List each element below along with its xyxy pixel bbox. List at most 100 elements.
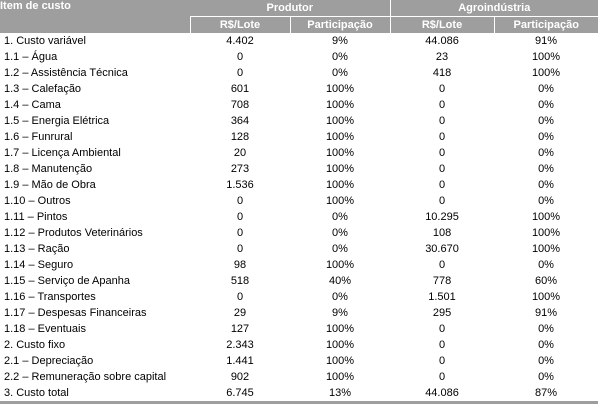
item-cell: 1.13 – Ração bbox=[4, 243, 70, 255]
produtor-rs-lote-cell: 364 bbox=[230, 115, 250, 127]
item-cell: 1.16 – Transportes bbox=[4, 291, 96, 303]
produtor-rs-lote-cell: 0 bbox=[236, 51, 244, 63]
produtor-rs-lote-cell: 0 bbox=[236, 211, 244, 223]
table-body: 1. Custo variável 4.402 9% 44.086 91% 1.1 – Á… bbox=[0, 33, 599, 404]
item-cell: 1.11 – Pintos bbox=[4, 211, 68, 223]
agroindustria-participacao-cell: 100% bbox=[531, 211, 561, 223]
produtor-participacao-cell: 100% bbox=[325, 339, 355, 351]
produtor-rs-lote-cell: 127 bbox=[230, 323, 250, 335]
table-row: 2.1 – Depreciação 1.441 100% 0 0% bbox=[0, 353, 598, 369]
agroindustria-participacao-header: Participação bbox=[493, 16, 599, 33]
item-cell: 2. Custo fixo bbox=[4, 339, 66, 351]
agroindustria-participacao-cell: 0% bbox=[538, 131, 554, 143]
produtor-rs-lote-cell: 1.441 bbox=[226, 355, 254, 367]
agroindustria-rs-lote-header: R$/Lote bbox=[389, 16, 495, 33]
table-row: 1.13 – Ração 0 0% 30.670 100% bbox=[0, 241, 598, 257]
agroindustria-rs-lote-cell: 23 bbox=[435, 51, 449, 63]
table-row: 1.6 – Funrural 128 100% 0 0% bbox=[0, 129, 598, 145]
item-cell: 1.1 – Água bbox=[4, 51, 58, 63]
item-cell: 1.4 – Cama bbox=[4, 99, 61, 111]
produtor-rs-lote-cell: 98 bbox=[233, 259, 247, 271]
item-cell: 1.18 – Eventuais bbox=[4, 323, 86, 335]
produtor-rs-lote-cell: 902 bbox=[230, 371, 250, 383]
table-row: 1.2 – Assistência Técnica 0 0% 418 100% bbox=[0, 65, 598, 81]
agroindustria-rs-lote-cell: 0 bbox=[438, 371, 446, 383]
produtor-rs-lote-cell: 4.402 bbox=[226, 35, 254, 47]
produtor-participacao-cell: 0% bbox=[332, 211, 348, 223]
cost-table: Item de custo Produtor Agroindústria R$/… bbox=[0, 0, 599, 404]
produtor-rs-lote-cell: 601 bbox=[230, 83, 250, 95]
agroindustria-participacao-cell: 87% bbox=[494, 385, 599, 404]
item-cell: 1.12 – Produtos Veterinários bbox=[4, 227, 143, 239]
produtor-rs-lote-cell: 708 bbox=[230, 99, 250, 111]
agroindustria-participacao-cell: 0% bbox=[538, 195, 554, 207]
agroindustria-participacao-cell: 100% bbox=[531, 51, 561, 63]
produtor-rs-lote-cell: 20 bbox=[233, 147, 247, 159]
item-cell: 1. Custo variável bbox=[4, 35, 86, 47]
produtor-rs-lote-cell: 6.745 bbox=[190, 385, 290, 404]
item-cell: 1.2 – Assistência Técnica bbox=[4, 67, 128, 79]
item-cell: 3. Custo total bbox=[0, 385, 190, 404]
table-row: 2.2 – Remuneração sobre capital 902 100% 0 0… bbox=[0, 369, 598, 385]
table-row: 1.1 – Água 0 0% 23 100% bbox=[0, 49, 598, 65]
produtor-rs-lote-cell: 128 bbox=[230, 131, 250, 143]
agroindustria-participacao-cell: 91% bbox=[535, 35, 558, 47]
produtor-participacao-cell: 0% bbox=[332, 243, 348, 255]
agroindustria-rs-lote-cell: 0 bbox=[438, 115, 446, 127]
table-row: 1.4 – Cama 708 100% 0 0% bbox=[0, 97, 598, 113]
table-row: 1.18 – Eventuais 127 100% 0 0% bbox=[0, 321, 598, 337]
agroindustria-participacao-cell: 0% bbox=[538, 371, 554, 383]
agroindustria-rs-lote-cell: 108 bbox=[432, 227, 452, 239]
produtor-rs-lote-cell: 2.343 bbox=[226, 339, 254, 351]
produtor-participacao-cell: 100% bbox=[325, 163, 355, 175]
produtor-participacao-cell: 100% bbox=[325, 115, 355, 127]
produtor-participacao-cell: 100% bbox=[325, 195, 355, 207]
produtor-rs-lote-cell: 518 bbox=[230, 275, 250, 287]
agroindustria-rs-lote-cell: 0 bbox=[438, 83, 446, 95]
produtor-participacao-cell: 13% bbox=[290, 385, 391, 404]
produtor-rs-lote-cell: 29 bbox=[233, 307, 247, 319]
agroindustria-participacao-cell: 0% bbox=[538, 163, 554, 175]
agroindustria-rs-lote-cell: 0 bbox=[438, 355, 446, 367]
table-row: 1.12 – Produtos Veterinários 0 0% 108 100% bbox=[0, 225, 598, 241]
produtor-participacao-header: Participação bbox=[289, 16, 391, 33]
table-row: 1.14 – Seguro 98 100% 0 0% bbox=[0, 257, 598, 273]
produtor-participacao-cell: 100% bbox=[325, 259, 355, 271]
agroindustria-rs-lote-cell: 0 bbox=[438, 323, 446, 335]
table-row: 2. Custo fixo 2.343 100% 0 0% bbox=[0, 337, 598, 353]
agroindustria-rs-lote-cell: 778 bbox=[432, 275, 452, 287]
produtor-rs-lote-cell: 0 bbox=[236, 291, 244, 303]
agroindustria-participacao-cell: 0% bbox=[538, 355, 554, 367]
produtor-participacao-cell: 100% bbox=[325, 179, 355, 191]
produtor-rs-lote-header: R$/Lote bbox=[189, 16, 290, 33]
agroindustria-rs-lote-cell: 1.501 bbox=[428, 291, 456, 303]
table-row: 1.16 – Transportes 0 0% 1.501 100% bbox=[0, 289, 598, 305]
produtor-participacao-cell: 100% bbox=[325, 147, 355, 159]
agroindustria-participacao-cell: 0% bbox=[538, 99, 554, 111]
produtor-participacao-cell: 0% bbox=[332, 291, 348, 303]
produtor-participacao-cell: 0% bbox=[332, 51, 348, 63]
item-cell: 1.7 – Licença Ambiental bbox=[4, 147, 121, 159]
agroindustria-rs-lote-cell: 0 bbox=[438, 195, 446, 207]
agroindustria-rs-lote-cell: 418 bbox=[432, 67, 452, 79]
agroindustria-rs-lote-cell: 295 bbox=[432, 307, 452, 319]
produtor-participacao-cell: 0% bbox=[332, 227, 348, 239]
agroindustria-participacao-cell: 0% bbox=[538, 179, 554, 191]
agroindustria-rs-lote-cell: 30.670 bbox=[425, 243, 459, 255]
agroindustria-rs-lote-cell: 10.295 bbox=[425, 211, 459, 223]
table-row: 1.9 – Mão de Obra 1.536 100% 0 0% bbox=[0, 177, 598, 193]
produtor-participacao-cell: 100% bbox=[325, 83, 355, 95]
agroindustria-participacao-cell: 91% bbox=[535, 307, 558, 319]
agroindustria-participacao-cell: 0% bbox=[538, 323, 554, 335]
item-cell: 2.2 – Remuneração sobre capital bbox=[4, 371, 167, 383]
agroindustria-rs-lote-cell: 0 bbox=[438, 163, 446, 175]
item-cell: 1.3 – Calefação bbox=[4, 83, 82, 95]
produtor-participacao-cell: 100% bbox=[325, 355, 355, 367]
agroindustria-participacao-cell: 100% bbox=[531, 67, 561, 79]
produtor-rs-lote-cell: 0 bbox=[236, 67, 244, 79]
agroindustria-rs-lote-cell: 0 bbox=[438, 259, 446, 271]
agroindustria-rs-lote-cell: 0 bbox=[438, 179, 446, 191]
item-cell: 1.9 – Mão de Obra bbox=[4, 179, 96, 191]
produtor-group-header: Produtor bbox=[190, 0, 391, 17]
produtor-participacao-cell: 100% bbox=[325, 371, 355, 383]
